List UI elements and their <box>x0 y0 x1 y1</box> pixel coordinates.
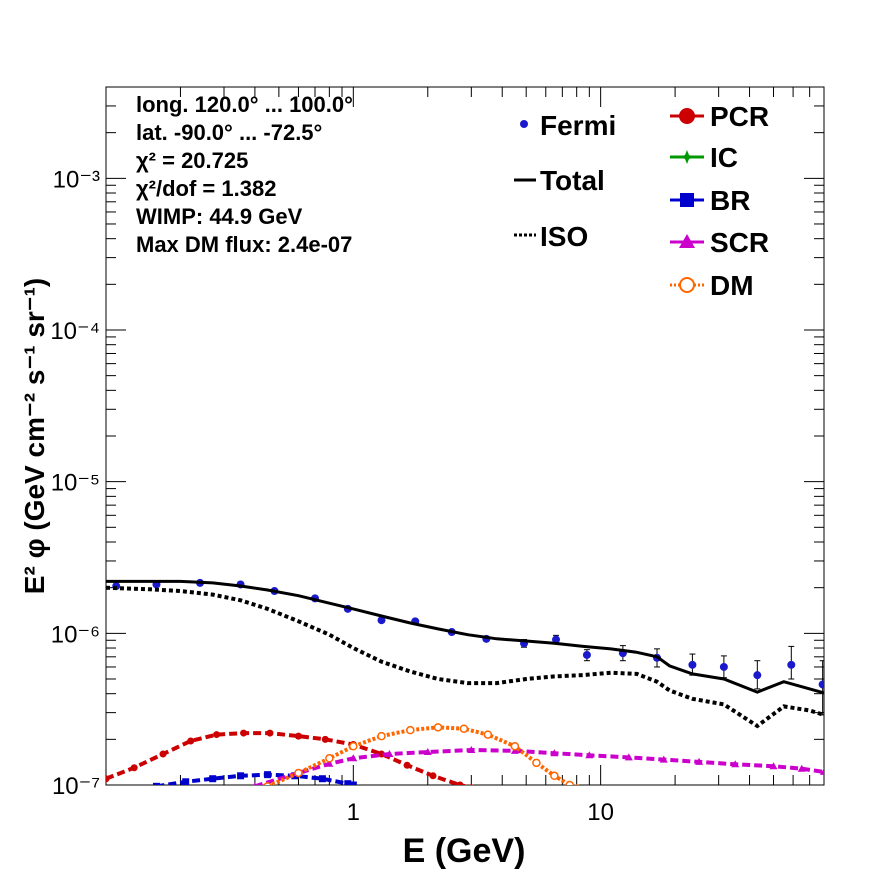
legend-dm-marker <box>679 277 695 293</box>
legend-scr-label: SCR <box>710 227 769 258</box>
fermi-point <box>377 616 386 625</box>
scr-point <box>797 764 806 772</box>
legend-br-marker <box>680 193 694 207</box>
y-tick-label: 10⁻⁶ <box>51 621 100 648</box>
scr-point <box>423 748 432 756</box>
fermi-point <box>552 635 561 644</box>
dm-point <box>294 768 303 778</box>
pcr-point <box>469 784 474 785</box>
pcr-point <box>159 750 167 758</box>
series-layer <box>106 578 824 785</box>
scr-point <box>385 750 394 758</box>
scr-point <box>349 754 358 762</box>
br-point <box>349 781 357 785</box>
dm-point <box>574 784 580 785</box>
x-tick-labels: 1 10 <box>347 799 614 826</box>
scr-point <box>550 749 559 757</box>
br-point <box>264 771 272 779</box>
legend-left: Fermi Total ISO <box>514 110 616 252</box>
legend-fermi-label: Fermi <box>540 110 616 141</box>
legend-ic-marker <box>680 150 694 164</box>
pcr-point <box>187 737 195 745</box>
fermi-point <box>787 660 796 669</box>
fermi-point <box>719 662 728 671</box>
br-point <box>152 782 160 785</box>
dm-point <box>325 754 334 763</box>
legend-ic-label: IC <box>710 142 738 173</box>
scr-point <box>585 751 594 759</box>
scr-point <box>820 767 824 775</box>
br-point <box>209 775 217 783</box>
x-tick-label: 1 <box>347 799 360 826</box>
y-tick-label: 10⁻³ <box>53 166 100 193</box>
dm-point <box>433 723 443 732</box>
scr-point <box>731 760 740 768</box>
dm-point <box>565 780 574 785</box>
pcr-point <box>130 764 138 772</box>
br-point <box>344 780 352 785</box>
total-line <box>106 579 824 695</box>
pcr-point <box>240 729 248 737</box>
scr-point <box>659 755 668 763</box>
y-tick-label: 10⁻⁵ <box>51 470 100 497</box>
x-tick-label: 10 <box>587 799 614 826</box>
dm-point <box>263 782 272 785</box>
axis-ticks <box>105 86 825 786</box>
y-tick-labels: 10⁻⁷ 10⁻⁶ 10⁻⁵ 10⁻⁴ 10⁻³ <box>50 166 100 800</box>
pcr-point <box>213 731 221 739</box>
legend-dm-label: DM <box>710 270 754 301</box>
info-wimp-mass: WIMP: 44.9 GeV <box>136 204 303 229</box>
legend-br-label: BR <box>710 185 750 216</box>
scr-point <box>695 757 704 765</box>
scr-point <box>467 746 476 754</box>
pcr-point <box>294 732 302 740</box>
legend-scr-marker <box>679 234 695 248</box>
legend-iso-label: ISO <box>540 221 588 252</box>
scr-point <box>253 782 257 785</box>
pcr-point <box>106 775 110 783</box>
br-point <box>182 778 190 785</box>
pcr-point <box>456 781 464 785</box>
y-tick-label: 10⁻⁷ <box>52 773 100 800</box>
y-tick-label: 10⁻⁴ <box>50 318 100 345</box>
scr-point <box>769 762 778 770</box>
pcr-point <box>321 735 329 743</box>
pcr-point <box>403 761 411 769</box>
info-chi2-dof: χ²/dof = 1.382 <box>136 176 276 201</box>
br-point <box>237 772 245 780</box>
scr-point <box>624 753 633 761</box>
dm-point <box>459 724 469 733</box>
dm-point <box>377 731 386 741</box>
info-longitude: long. 120.0° ... 100.0° <box>136 92 353 117</box>
legend-fermi-marker <box>520 120 528 128</box>
dm-point <box>483 730 493 739</box>
fermi-point <box>688 660 697 669</box>
fermi-point <box>753 671 762 680</box>
br-point <box>318 775 326 783</box>
info-chi2: χ² = 20.725 <box>136 148 248 173</box>
legend-total-label: Total <box>540 165 605 196</box>
iso-line <box>106 585 824 729</box>
fermi-point <box>818 680 824 689</box>
info-text-block: long. 120.0° ... 100.0° lat. -90.0° ... … <box>136 92 353 257</box>
dm-point <box>550 771 559 781</box>
dm-point <box>510 742 520 751</box>
pcr-line <box>106 731 469 785</box>
legend-right: PCR IC BR SCR DM <box>670 101 769 301</box>
pcr-point <box>266 729 274 737</box>
legend-pcr-marker <box>679 108 695 124</box>
legend-pcr-label: PCR <box>710 101 769 132</box>
dm-point <box>349 742 358 751</box>
dm-point <box>532 758 541 768</box>
y-axis-title: E² φ (GeV cm⁻² s⁻¹ sr⁻¹) <box>19 278 50 594</box>
x-axis-title: E (GeV) <box>403 832 526 870</box>
info-latitude: lat. -90.0° ... -72.5° <box>136 120 322 145</box>
scr-point <box>325 759 334 767</box>
fermi-point <box>582 650 591 659</box>
dm-point <box>406 725 415 735</box>
info-max-dm-flux: Max DM flux: 2.4e-07 <box>136 232 352 257</box>
pcr-point <box>429 772 437 780</box>
